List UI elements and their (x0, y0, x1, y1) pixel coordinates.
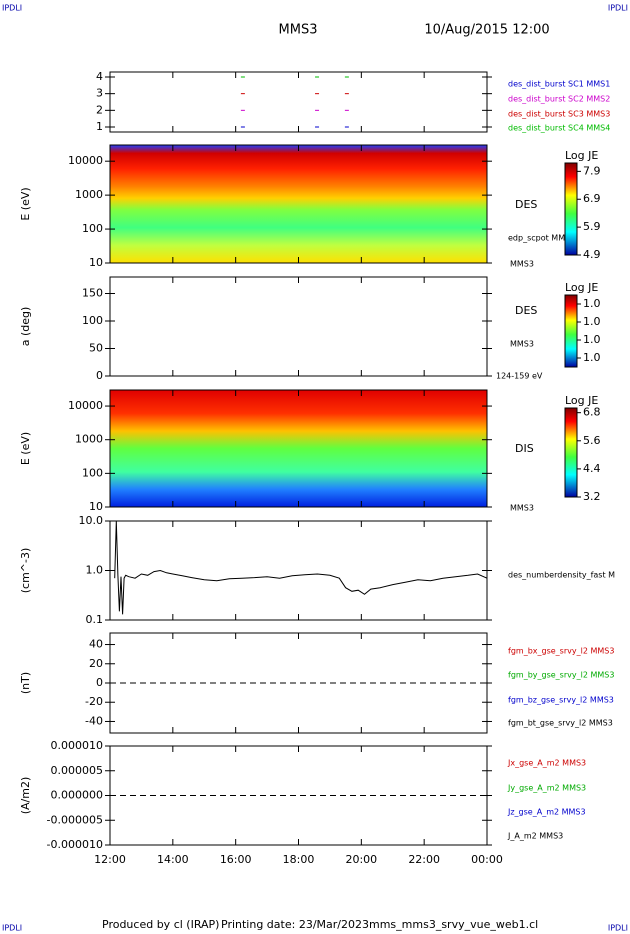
y-tick-label: 0.000010 (51, 739, 104, 752)
corner-label: IPDLI (608, 4, 628, 13)
panel-label: MMS3 (510, 340, 534, 349)
colorbar-tick-label: 4.9 (583, 248, 601, 261)
y-tick-label: 10000 (68, 154, 103, 167)
legend-entry: Jz_gse_A_m2 MMS3 (507, 808, 586, 817)
y-tick-label: 150 (82, 287, 103, 300)
y-tick-label: 3 (96, 87, 103, 100)
footer: mms_mms3_srvy_vue_web1.cl (369, 918, 538, 931)
y-tick-label: -0.000010 (47, 838, 103, 851)
y-tick-label: 0 (96, 369, 103, 382)
y-tick-label: 0 (96, 676, 103, 689)
y-tick-label: -40 (85, 714, 103, 727)
legend-entry: des_numberdensity_fast M (508, 571, 615, 580)
x-tick-label: 00:00 (471, 853, 503, 866)
y-tick-label: 20 (89, 657, 103, 670)
x-tick-label: 20:00 (345, 853, 377, 866)
legend-entry: J_A_m2 MMS3 (507, 832, 563, 841)
x-tick-label: 12:00 (94, 853, 126, 866)
chart-title: MMS3 (279, 23, 318, 38)
y-tick-label: 10 (89, 256, 103, 269)
colorbar-tick-label: 5.6 (583, 434, 601, 447)
y-axis-label: a (deg) (19, 307, 32, 347)
date: 10/Aug/2015 12:00 (424, 23, 549, 38)
panel-label: MMS3 (510, 504, 534, 513)
spectrogram-image (110, 145, 487, 263)
y-axis-label: E (eV) (19, 432, 32, 465)
colorbar-tick-label: 1.0 (583, 333, 601, 346)
corner-label: IPDLI (608, 924, 628, 933)
legend-entry: fgm_bz_gse_srvy_l2 MMS3 (508, 696, 614, 705)
x-tick-label: 22:00 (408, 853, 440, 866)
colorbar-tick-label: 1.0 (583, 315, 601, 328)
colorbar-tick-label: 6.8 (583, 406, 601, 419)
y-tick-label: 50 (89, 342, 103, 355)
colorbar (564, 162, 578, 256)
legend-entry: fgm_bt_gse_srvy_l2 MMS3 (508, 719, 613, 728)
y-tick-label: 100 (82, 466, 103, 479)
legend-entry: des_dist_burst SC1 MMS1 (508, 80, 610, 89)
y-tick-label: 100 (82, 314, 103, 327)
y-axis-label: (cm^-3) (19, 548, 32, 594)
panel-label: edp_scpot MMS3 (508, 234, 575, 243)
y-tick-label: 100 (82, 222, 103, 235)
y-axis-label: (nT) (19, 672, 32, 694)
colorbar-tick-label: 5.9 (583, 220, 601, 233)
legend-entry: des_dist_burst SC2 MMS2 (508, 95, 610, 104)
y-axis-label: E (eV) (19, 187, 32, 220)
colorbar-tick-label: 1.0 (583, 351, 601, 364)
y-tick-label: 10.0 (79, 514, 104, 527)
footer: Printing date: 23/Mar/2023 (221, 918, 369, 931)
panel-frame (109, 276, 488, 377)
data-line (114, 520, 488, 615)
legend-entry: Jx_gse_A_m2 MMS3 (507, 759, 586, 768)
x-tick-label: 14:00 (157, 853, 189, 866)
y-tick-label: -0.000005 (47, 813, 103, 826)
y-tick-label: 40 (89, 638, 103, 651)
corner-label: IPDLI (2, 924, 22, 933)
colorbar-tick-label: 7.9 (583, 164, 601, 177)
colorbar-tick-label: 6.9 (583, 192, 601, 205)
panel-label: 124-159 eV (496, 372, 543, 381)
colorbar (564, 407, 578, 498)
panel-label: MMS3 (510, 260, 534, 269)
panel-label: DES (515, 198, 537, 211)
colorbar-tick-label: 1.0 (583, 297, 601, 310)
legend-entry: Jy_gse_A_m2 MMS3 (507, 784, 586, 793)
y-axis-label: (A/m2) (19, 777, 32, 815)
y-tick-label: 10000 (68, 399, 103, 412)
colorbar (564, 294, 578, 368)
y-tick-label: 2 (96, 103, 103, 116)
corner-label: IPDLI (2, 4, 22, 13)
legend-entry: des_dist_burst SC3 MMS3 (508, 110, 610, 119)
legend-entry: fgm_bx_gse_srvy_l2 MMS3 (508, 647, 614, 656)
panel-label: DIS (515, 442, 534, 455)
footer: Produced by cl (IRAP) (102, 918, 219, 931)
legend-entry: des_dist_burst SC4 MMS4 (508, 124, 610, 133)
colorbar-tick-label: 4.4 (583, 462, 601, 475)
panel-frame (109, 71, 488, 133)
panel-frame (109, 520, 488, 621)
legend-entry: fgm_by_gse_srvy_l2 MMS3 (508, 671, 614, 680)
y-tick-label: 10 (89, 500, 103, 513)
y-tick-label: 0.1 (86, 613, 104, 626)
spectrogram-image (110, 390, 487, 507)
x-tick-label: 16:00 (220, 853, 252, 866)
colorbar-title: Log JE (565, 281, 598, 294)
y-tick-label: 0.000000 (51, 789, 104, 802)
y-tick-label: 1000 (75, 188, 103, 201)
colorbar-title: Log JE (565, 394, 598, 407)
y-tick-label: 1.0 (86, 564, 104, 577)
colorbar-title: Log JE (565, 149, 598, 162)
y-tick-label: 1 (96, 120, 103, 133)
panel-label: DES (515, 304, 537, 317)
y-tick-label: 1000 (75, 433, 103, 446)
y-tick-label: 4 (96, 70, 103, 83)
y-tick-label: -20 (85, 695, 103, 708)
y-tick-label: 0.000005 (51, 764, 104, 777)
colorbar-tick-label: 3.2 (583, 490, 601, 503)
x-tick-label: 18:00 (283, 853, 315, 866)
